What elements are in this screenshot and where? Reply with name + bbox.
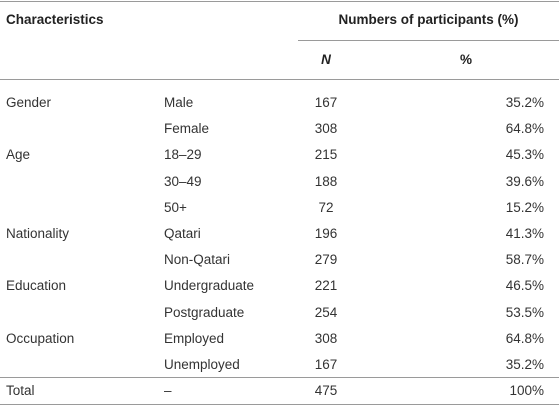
n-cell: 254 [314, 304, 338, 320]
pct-cell: 64.8% [505, 330, 544, 346]
pct-cell: 46.5% [505, 278, 544, 294]
rule [0, 1, 559, 2]
n-cell: 215 [314, 147, 338, 163]
n-cell: 72 [318, 199, 334, 215]
row-label: Male [164, 95, 194, 110]
row-label: Employed [164, 330, 225, 346]
header-cell: N [321, 52, 331, 67]
group-label: Gender [6, 95, 52, 110]
n-cell: 196 [314, 226, 338, 241]
row-label: 50+ [164, 199, 187, 215]
group-label: Education [6, 278, 67, 294]
n-cell: 279 [314, 252, 338, 268]
n-cell: 308 [314, 330, 338, 346]
pct-cell: 15.2% [505, 199, 544, 215]
n-cell: 167 [314, 357, 338, 372]
n-cell: 188 [314, 173, 338, 189]
row-label: Female [164, 121, 210, 137]
pct-cell: 35.2% [505, 95, 544, 110]
pct-cell: 100% [509, 383, 544, 399]
rule [0, 404, 559, 406]
rule [0, 377, 559, 379]
pct-cell: 64.8% [505, 121, 544, 137]
n-cell: 221 [314, 278, 338, 294]
n-cell: 308 [314, 121, 338, 137]
row-label: Postgraduate [164, 304, 245, 320]
group-label: Nationality [6, 226, 70, 241]
n-cell: 167 [314, 95, 338, 110]
row-label: Undergraduate [164, 278, 255, 294]
pct-cell: 35.2% [505, 357, 544, 372]
pct-cell: 39.6% [505, 173, 544, 189]
rule [298, 40, 559, 41]
rule [0, 79, 559, 80]
pct-cell: 45.3% [505, 147, 544, 163]
row-label: – [164, 383, 172, 399]
row-label: Unemployed [164, 357, 240, 372]
group-label: Occupation [6, 330, 75, 346]
group-label: Total [6, 383, 35, 399]
pct-cell: 41.3% [505, 226, 544, 241]
group-label: Age [6, 147, 31, 163]
row-label: 18–29 [164, 147, 202, 163]
n-cell: 475 [314, 383, 338, 399]
pct-cell: 58.7% [505, 252, 544, 268]
header-cell: Characteristics [6, 12, 104, 27]
row-label: Qatari [164, 226, 201, 241]
pct-cell: 53.5% [505, 304, 544, 320]
row-label: Non-Qatari [164, 252, 231, 268]
header-cell: Numbers of participants (%) [338, 12, 519, 27]
row-label: 30–49 [164, 173, 202, 189]
header-cell: % [459, 52, 472, 67]
